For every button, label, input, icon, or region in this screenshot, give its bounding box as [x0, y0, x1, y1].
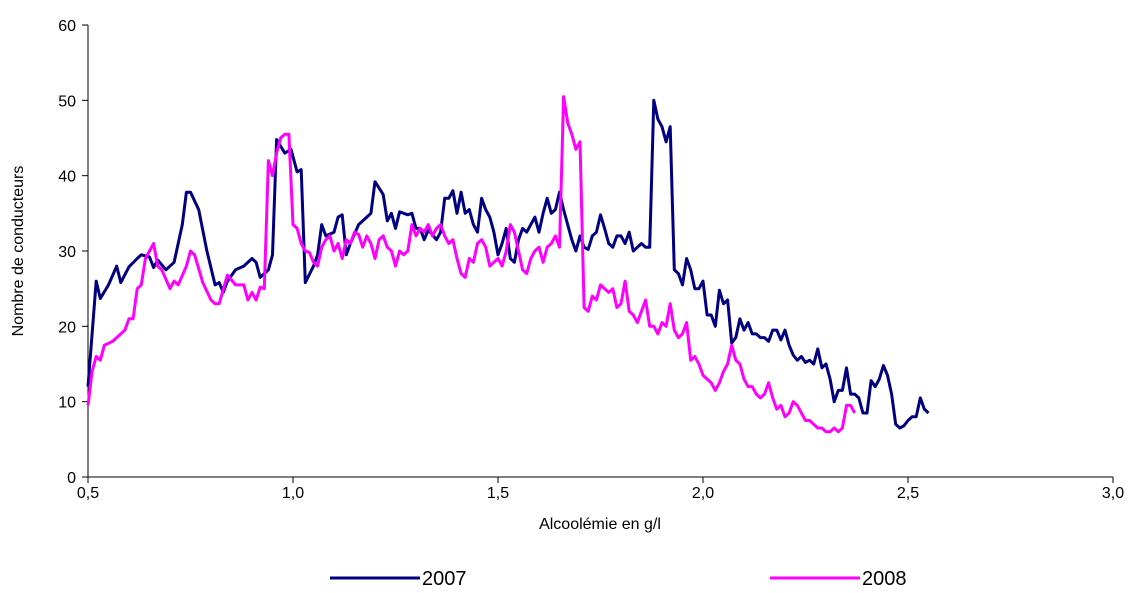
series-layer: [86, 95, 930, 434]
series-line-2008: [86, 95, 857, 434]
legend-label: 2008: [862, 568, 907, 590]
series-line-2007: [86, 98, 930, 430]
x-tick-label: 2,0: [692, 485, 714, 502]
plot-area: 0 10 20 30 40 50 60 0,5 1,0 1,5 2,0 2,5 3,0: [58, 18, 1124, 502]
y-tick-label: 50: [58, 93, 76, 110]
y-tick-label: 10: [58, 395, 76, 412]
y-tick-label: 20: [58, 319, 76, 336]
y-tick-label: 40: [58, 169, 76, 186]
y-tick-label: 60: [58, 18, 76, 35]
legend-item-2007: 2007: [330, 568, 467, 590]
legend: 2007 2008: [330, 568, 907, 590]
y-axis-title: Nombre de conducteurs: [10, 166, 27, 337]
y-tick-label: 0: [67, 470, 76, 487]
x-axis-ticks: 0,5 1,0 1,5 2,0 2,5 3,0: [77, 477, 1124, 502]
x-tick-label: 0,5: [77, 485, 99, 502]
x-axis-title: Alcoolémie en g/l: [539, 516, 661, 533]
legend-item-2008: 2008: [770, 568, 907, 590]
x-tick-label: 2,5: [897, 485, 919, 502]
x-tick-label: 1,0: [282, 485, 304, 502]
y-axis-ticks: 0 10 20 30 40 50 60: [58, 18, 88, 487]
y-tick-label: 30: [58, 244, 76, 261]
legend-label: 2007: [422, 568, 467, 590]
x-tick-label: 3,0: [1102, 485, 1124, 502]
x-tick-label: 1,5: [487, 485, 509, 502]
